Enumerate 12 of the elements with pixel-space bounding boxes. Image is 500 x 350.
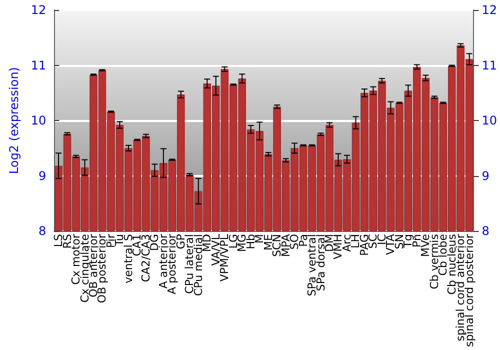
y-tick-label: 8 — [38, 224, 46, 238]
y2-tick-label: 9 — [482, 168, 490, 183]
y-tick-label: 11 — [30, 58, 46, 72]
y-axis-title: Log2 (expression) — [7, 67, 21, 174]
y2-tick-label: 11 — [482, 58, 498, 72]
x-tick-label: A posterior — [166, 234, 179, 294]
y2-tick-label: 8 — [482, 224, 490, 238]
y-tick-label: 9 — [38, 168, 46, 183]
y-tick-label: 12 — [30, 3, 46, 17]
y-tick-label: 10 — [30, 114, 46, 128]
y2-tick-label: 12 — [482, 3, 498, 17]
y2-tick-label: 10 — [482, 114, 498, 128]
